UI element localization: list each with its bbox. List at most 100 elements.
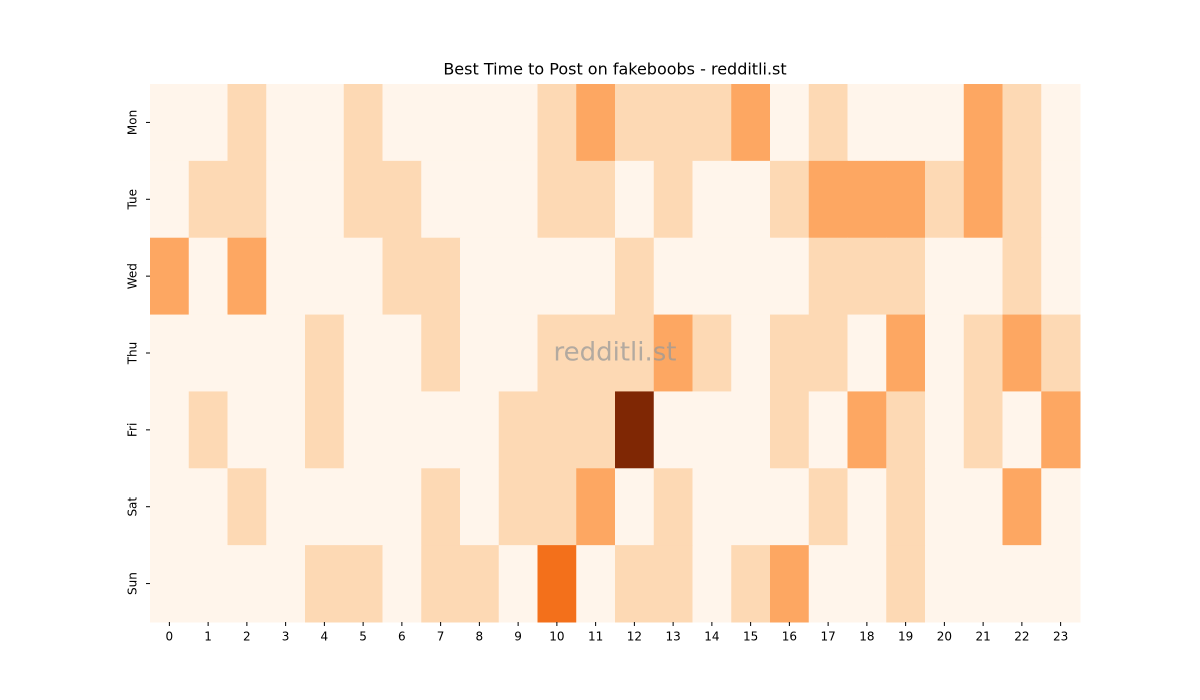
cell bbox=[460, 84, 500, 162]
x-tick-label: 6 bbox=[398, 630, 406, 644]
cell bbox=[1041, 314, 1081, 392]
cell bbox=[227, 237, 267, 316]
x-tick-label: 13 bbox=[665, 630, 680, 644]
cell bbox=[537, 468, 577, 546]
cell bbox=[692, 468, 732, 546]
cell bbox=[266, 545, 306, 623]
cell bbox=[847, 468, 887, 546]
x-tick-label: 8 bbox=[476, 630, 484, 644]
cell bbox=[925, 314, 965, 392]
cell bbox=[615, 314, 655, 392]
cell bbox=[731, 391, 771, 469]
cell bbox=[421, 160, 461, 239]
x-tick-label: 20 bbox=[937, 630, 952, 644]
cell bbox=[188, 545, 228, 623]
cell bbox=[615, 391, 655, 469]
cell bbox=[1002, 314, 1042, 392]
y-tick-label: Thu bbox=[126, 342, 140, 366]
y-tick-label: Sat bbox=[126, 497, 140, 517]
cell bbox=[188, 468, 228, 546]
cell bbox=[576, 468, 616, 546]
cell bbox=[886, 545, 926, 623]
cell bbox=[266, 314, 306, 392]
cell bbox=[150, 391, 190, 469]
cell bbox=[343, 314, 383, 392]
cell bbox=[847, 160, 887, 239]
cell bbox=[731, 84, 771, 162]
cell bbox=[537, 314, 577, 392]
cell bbox=[266, 468, 306, 546]
cell bbox=[1002, 545, 1042, 623]
cell bbox=[343, 160, 383, 239]
cell bbox=[925, 545, 965, 623]
cell bbox=[808, 391, 848, 469]
y-tick-label: Sun bbox=[126, 572, 140, 595]
heatmap-cells bbox=[150, 84, 1081, 623]
cell bbox=[770, 160, 810, 239]
cell bbox=[692, 237, 732, 316]
x-tick-label: 17 bbox=[820, 630, 835, 644]
x-tick-label: 18 bbox=[859, 630, 874, 644]
cell bbox=[305, 237, 345, 316]
x-tick-label: 10 bbox=[549, 630, 564, 644]
y-tick-label: Fri bbox=[126, 423, 140, 437]
cell bbox=[576, 545, 616, 623]
cell bbox=[150, 314, 190, 392]
cell bbox=[188, 237, 228, 316]
cell bbox=[963, 545, 1003, 623]
x-tick-label: 3 bbox=[282, 630, 290, 644]
cell bbox=[576, 84, 616, 162]
cell bbox=[808, 160, 848, 239]
cell bbox=[886, 160, 926, 239]
cell bbox=[886, 468, 926, 546]
cell bbox=[537, 545, 577, 623]
cell bbox=[460, 314, 500, 392]
cell bbox=[847, 545, 887, 623]
x-tick-label: 23 bbox=[1053, 630, 1068, 644]
cell bbox=[343, 545, 383, 623]
cell bbox=[150, 545, 190, 623]
cell bbox=[537, 391, 577, 469]
cell bbox=[150, 468, 190, 546]
cell bbox=[615, 468, 655, 546]
x-tick-label: 0 bbox=[166, 630, 174, 644]
cell bbox=[460, 237, 500, 316]
cell bbox=[305, 160, 345, 239]
cell bbox=[227, 391, 267, 469]
y-tick-label: Mon bbox=[126, 110, 140, 135]
cell bbox=[692, 84, 732, 162]
cell bbox=[886, 84, 926, 162]
cell bbox=[382, 160, 422, 239]
x-tick-label: 21 bbox=[975, 630, 990, 644]
cell bbox=[537, 237, 577, 316]
cell bbox=[847, 314, 887, 392]
cell bbox=[188, 391, 228, 469]
cell bbox=[266, 391, 306, 469]
cell bbox=[227, 314, 267, 392]
cell bbox=[227, 468, 267, 546]
cell bbox=[770, 237, 810, 316]
cell bbox=[808, 84, 848, 162]
cell bbox=[1041, 237, 1081, 316]
cell bbox=[770, 468, 810, 546]
cell bbox=[692, 160, 732, 239]
cell bbox=[266, 84, 306, 162]
cell bbox=[963, 314, 1003, 392]
cell bbox=[460, 468, 500, 546]
cell bbox=[1002, 468, 1042, 546]
cell bbox=[537, 160, 577, 239]
cell bbox=[150, 160, 190, 239]
y-tick-label: Tue bbox=[126, 189, 140, 211]
cell bbox=[808, 468, 848, 546]
x-tick-label: 12 bbox=[627, 630, 642, 644]
cell bbox=[615, 545, 655, 623]
cell bbox=[886, 314, 926, 392]
cell bbox=[653, 468, 693, 546]
cell bbox=[343, 237, 383, 316]
cell bbox=[421, 314, 461, 392]
cell bbox=[421, 545, 461, 623]
cell bbox=[498, 84, 538, 162]
x-tick-label: 2 bbox=[243, 630, 251, 644]
chart-title: Best Time to Post on fakeboobs - redditl… bbox=[443, 60, 786, 79]
cell bbox=[266, 160, 306, 239]
